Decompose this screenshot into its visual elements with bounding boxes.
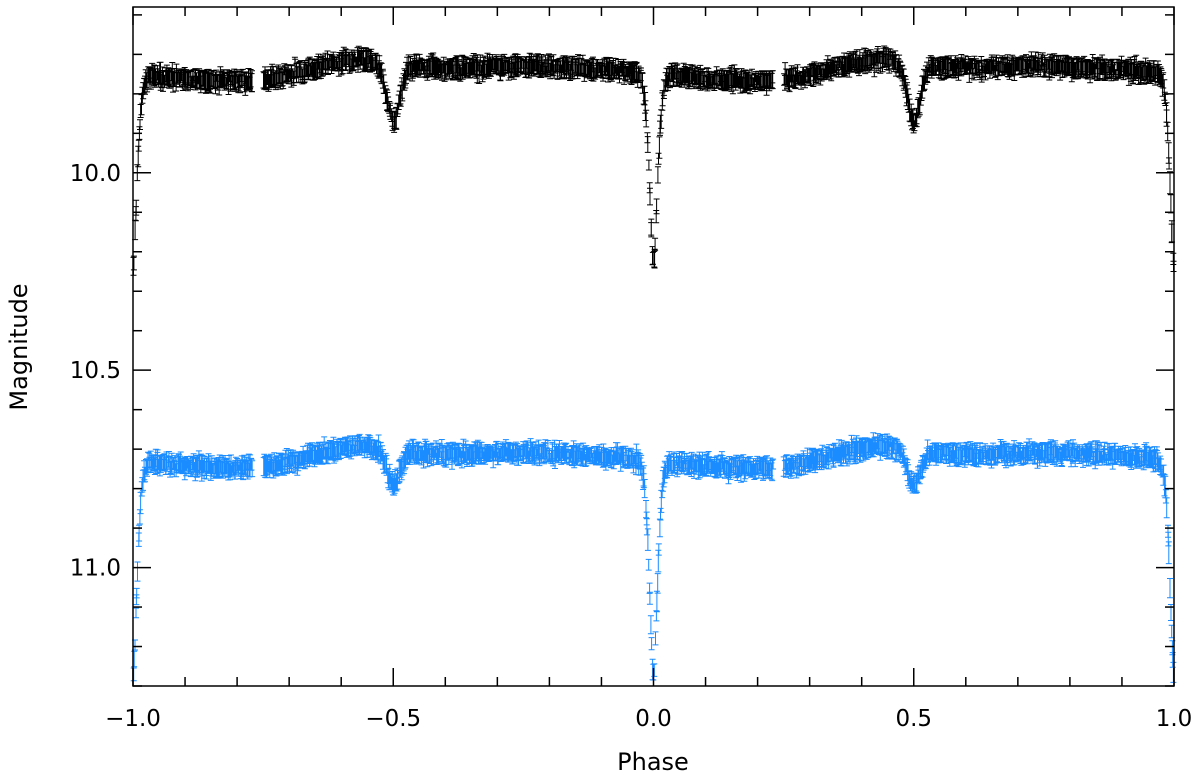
y-tick-label: 11.0: [70, 556, 121, 582]
axes-layer: −1.0 −0.5 0.0 0.5 1.0 10.0 10.5 11.0: [70, 6, 1193, 732]
x-tick-label: −1.0: [105, 706, 161, 732]
x-axis-label: Phase: [617, 748, 689, 775]
x-tick-label: −0.5: [365, 706, 421, 732]
x-tick-label: 0.5: [895, 706, 932, 732]
y-axis-label: Magnitude: [5, 283, 33, 410]
y-tick-label: 10.5: [70, 358, 121, 384]
plot-frame: [132, 6, 1175, 687]
error-bars: [130, 45, 1177, 276]
y-tick-label: 10.0: [70, 161, 121, 187]
error-bars: [130, 432, 1177, 683]
x-tick-label: 0.0: [635, 706, 672, 732]
x-tick-label: 1.0: [1156, 706, 1193, 732]
series-layer: [130, 45, 1177, 683]
upper-light-curve: [130, 45, 1177, 276]
lower-light-curve: [130, 432, 1177, 683]
